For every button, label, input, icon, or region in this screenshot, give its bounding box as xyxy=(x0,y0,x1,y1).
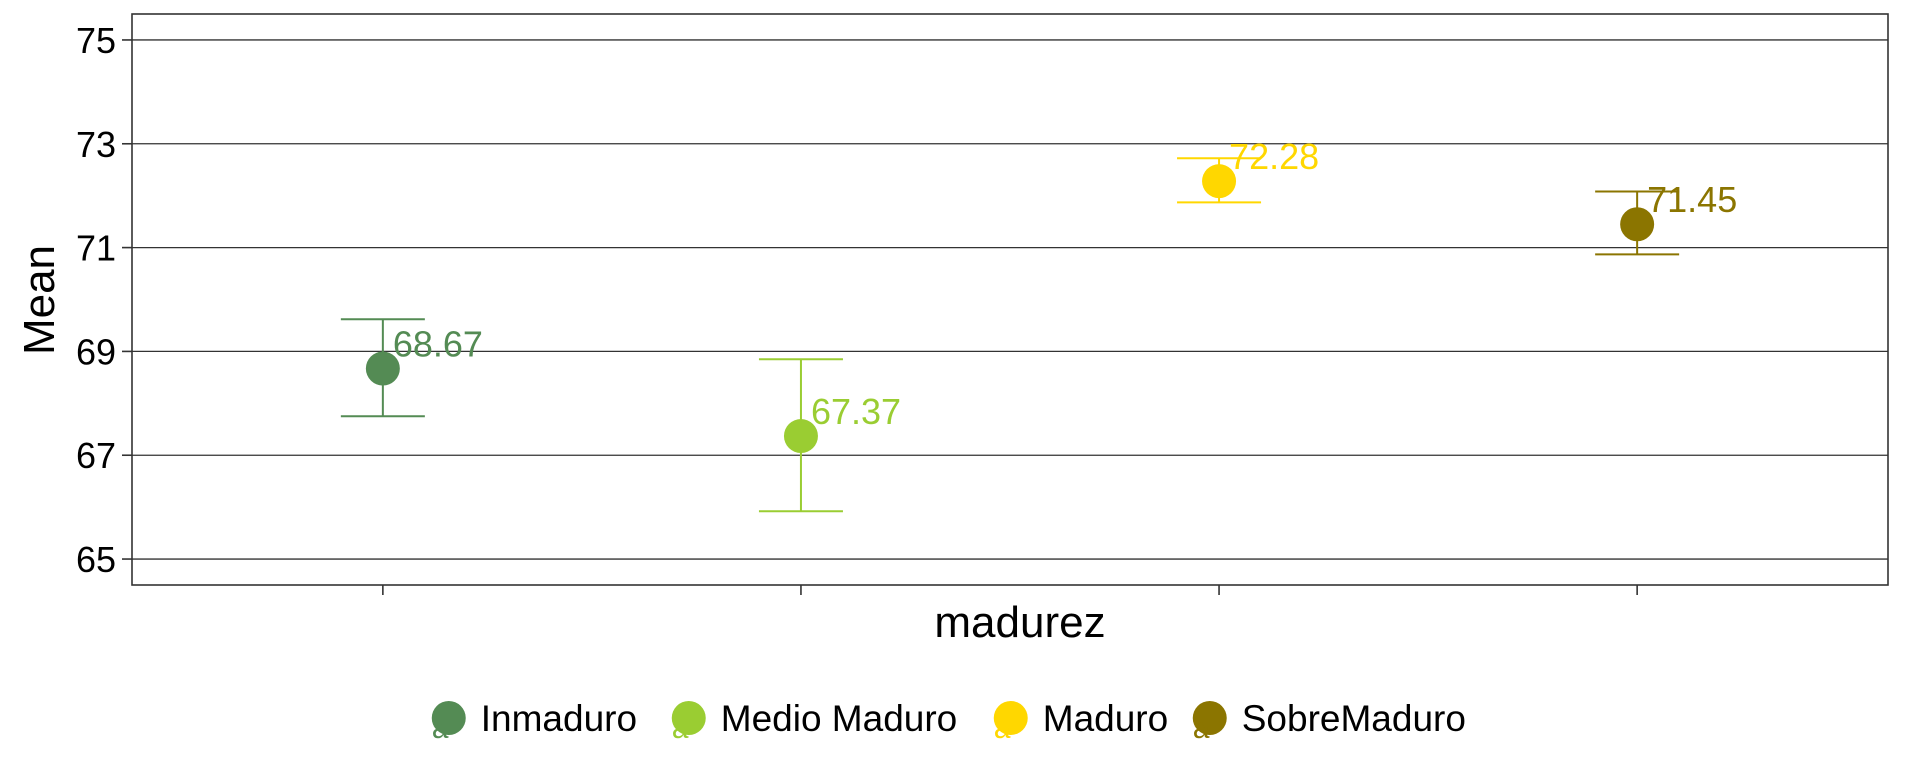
y-tick-label: 73 xyxy=(76,124,116,165)
y-axis: 65 67 69 71 73 75 xyxy=(76,20,132,580)
value-label: 68.67 xyxy=(393,324,483,365)
x-axis xyxy=(382,585,1638,595)
legend-key-glyph: a xyxy=(994,712,1011,745)
y-tick-label: 65 xyxy=(76,539,116,580)
plot-frame xyxy=(131,13,1889,586)
legend-key-glyph: a xyxy=(672,712,689,745)
legend-label: SobreMaduro xyxy=(1242,698,1466,739)
legend-key xyxy=(671,701,706,735)
legend: a Inmaduro a Medio Maduro a Maduro a SobreMadur… xyxy=(431,698,1466,745)
legend-item-medio-maduro: a Medio Maduro xyxy=(671,698,958,745)
mean-point xyxy=(783,419,818,454)
value-label: 72.28 xyxy=(1229,136,1319,177)
mean-point xyxy=(1620,207,1655,242)
mean-point xyxy=(365,351,400,386)
legend-item-sobremaduro: a SobreMaduro xyxy=(1192,698,1466,745)
legend-label: Maduro xyxy=(1043,698,1168,739)
value-label: 67.37 xyxy=(811,391,901,432)
y-tick-label: 69 xyxy=(76,331,116,372)
series-maduro: 72.28 xyxy=(1177,136,1319,204)
y-tick-label: 67 xyxy=(76,435,116,476)
legend-label: Medio Maduro xyxy=(721,698,958,739)
mean-point xyxy=(1202,164,1237,199)
series-inmaduro: 68.67 xyxy=(340,318,483,418)
grid-lines xyxy=(132,39,1888,560)
legend-item-maduro: a Maduro xyxy=(993,698,1168,745)
value-label: 71.45 xyxy=(1647,179,1737,220)
legend-key xyxy=(993,701,1028,735)
x-axis-title: madurez xyxy=(934,598,1105,647)
data-marks: 68.67 67.37 72.28 71.45 xyxy=(340,136,1737,513)
legend-key-glyph: a xyxy=(432,712,449,745)
legend-label: Inmaduro xyxy=(481,698,637,739)
legend-key-glyph: a xyxy=(1193,712,1210,745)
y-axis-title: Mean xyxy=(15,245,64,355)
legend-key xyxy=(431,701,466,735)
series-medio-maduro: 67.37 xyxy=(758,358,901,513)
legend-item-inmaduro: a Inmaduro xyxy=(431,698,637,745)
y-tick-label: 71 xyxy=(76,228,116,269)
y-tick-label: 75 xyxy=(76,20,116,61)
legend-key xyxy=(1192,701,1227,735)
series-sobremaduro: 71.45 xyxy=(1595,179,1737,256)
